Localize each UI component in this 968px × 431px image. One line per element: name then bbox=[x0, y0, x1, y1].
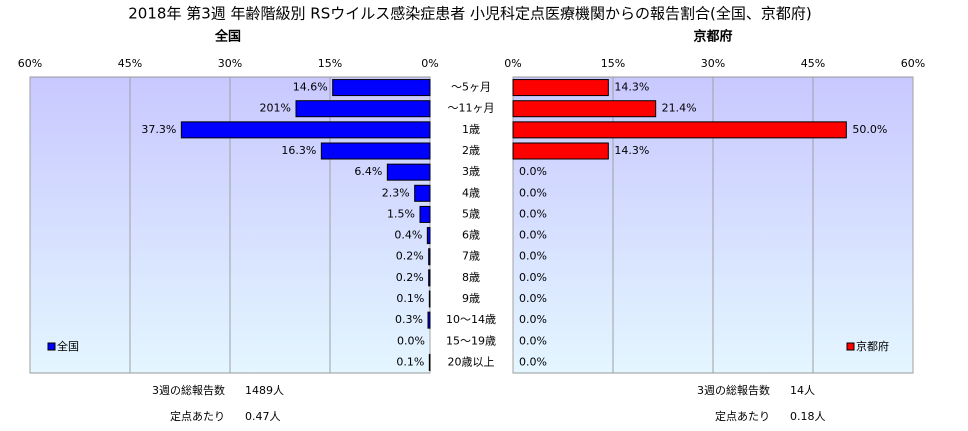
bar bbox=[295, 100, 431, 118]
data-label: 50.0% bbox=[852, 123, 887, 136]
x-tick-label: 0% bbox=[421, 57, 438, 70]
bar bbox=[512, 79, 609, 97]
category-label: ～5ヶ月 bbox=[451, 81, 491, 94]
data-label: 0.0% bbox=[397, 334, 425, 347]
category-label: 2歳 bbox=[462, 144, 480, 157]
data-label: 6.4% bbox=[354, 165, 382, 178]
data-label: 0.0% bbox=[519, 271, 547, 284]
x-tick-label: 30% bbox=[701, 57, 725, 70]
category-label: 7歳 bbox=[462, 250, 480, 263]
data-label: 0.0% bbox=[519, 292, 547, 305]
category-label: 8歳 bbox=[462, 271, 480, 284]
bar bbox=[428, 248, 431, 266]
data-label: 14.3% bbox=[614, 81, 649, 94]
data-label: 14.3% bbox=[614, 144, 649, 157]
bar bbox=[414, 184, 431, 202]
category-label: 6歳 bbox=[462, 229, 480, 242]
category-label: 9歳 bbox=[462, 292, 480, 305]
data-label: 0.0% bbox=[519, 355, 547, 368]
data-label: 2.3% bbox=[382, 186, 410, 199]
legend-swatch bbox=[846, 342, 855, 351]
x-tick-label: 15% bbox=[601, 57, 625, 70]
stat-value: 0.18人 bbox=[790, 410, 826, 423]
x-tick-label: 0% bbox=[504, 57, 521, 70]
data-label: 0.4% bbox=[394, 229, 422, 242]
x-tick-label: 30% bbox=[218, 57, 242, 70]
category-label: 20歳以上 bbox=[448, 355, 495, 368]
data-label: 0.0% bbox=[519, 229, 547, 242]
x-tick-label: 60% bbox=[901, 57, 925, 70]
bar bbox=[320, 142, 431, 160]
bar bbox=[428, 269, 431, 287]
bar bbox=[428, 290, 431, 308]
legend-label: 京都府 bbox=[856, 339, 889, 353]
data-label: 0.1% bbox=[396, 355, 424, 368]
data-label: 0.0% bbox=[519, 186, 547, 199]
category-label: 3歳 bbox=[462, 165, 480, 178]
bar bbox=[512, 142, 609, 160]
bar bbox=[426, 227, 431, 245]
x-tick-label: 15% bbox=[318, 57, 342, 70]
data-label: 201% bbox=[260, 102, 291, 115]
category-label: ～11ヶ月 bbox=[448, 102, 495, 115]
bar bbox=[512, 100, 657, 118]
legend-label: 全国 bbox=[57, 339, 79, 353]
bar bbox=[332, 79, 431, 97]
legend-swatch bbox=[47, 342, 56, 351]
data-label: 21.4% bbox=[662, 102, 697, 115]
data-label: 0.2% bbox=[396, 271, 424, 284]
data-label: 0.2% bbox=[396, 250, 424, 263]
data-label: 0.0% bbox=[519, 313, 547, 326]
x-tick-label: 45% bbox=[801, 57, 825, 70]
category-label: 15～19歳 bbox=[446, 334, 496, 347]
bar bbox=[427, 311, 431, 329]
data-label: 0.0% bbox=[519, 165, 547, 178]
category-label: 10～14歳 bbox=[446, 313, 496, 326]
bar bbox=[386, 163, 431, 181]
chart-subtitle: 京都府 bbox=[693, 29, 732, 45]
stat-value: 1489人 bbox=[245, 384, 284, 397]
chart-subtitle: 全国 bbox=[214, 29, 241, 45]
stat-value: 14人 bbox=[790, 384, 815, 397]
bar bbox=[180, 121, 431, 139]
category-label: 5歳 bbox=[462, 207, 480, 220]
data-label: 0.0% bbox=[519, 207, 547, 220]
data-label: 14.6% bbox=[293, 81, 328, 94]
x-tick-label: 60% bbox=[18, 57, 42, 70]
bar bbox=[428, 353, 431, 371]
data-label: 16.3% bbox=[281, 144, 316, 157]
stat-label: 3週の総報告数 bbox=[152, 383, 225, 397]
bar bbox=[419, 205, 431, 223]
data-label: 0.1% bbox=[396, 292, 424, 305]
stat-label: 定点あたり bbox=[170, 409, 225, 423]
data-label: 0.3% bbox=[395, 313, 423, 326]
data-label: 1.5% bbox=[387, 207, 415, 220]
bar bbox=[512, 121, 847, 139]
stat-value: 0.47人 bbox=[245, 410, 281, 423]
data-label: 37.3% bbox=[141, 123, 176, 136]
category-label: 4歳 bbox=[462, 186, 480, 199]
x-tick-label: 45% bbox=[118, 57, 142, 70]
data-label: 0.0% bbox=[519, 334, 547, 347]
data-label: 0.0% bbox=[519, 250, 547, 263]
stat-label: 定点あたり bbox=[715, 409, 770, 423]
title: 2018年 第3週 年齢階級別 RSウイルス感染症患者 小児科定点医療機関からの… bbox=[128, 5, 811, 23]
stat-label: 3週の総報告数 bbox=[697, 383, 770, 397]
category-label: 1歳 bbox=[462, 123, 480, 136]
